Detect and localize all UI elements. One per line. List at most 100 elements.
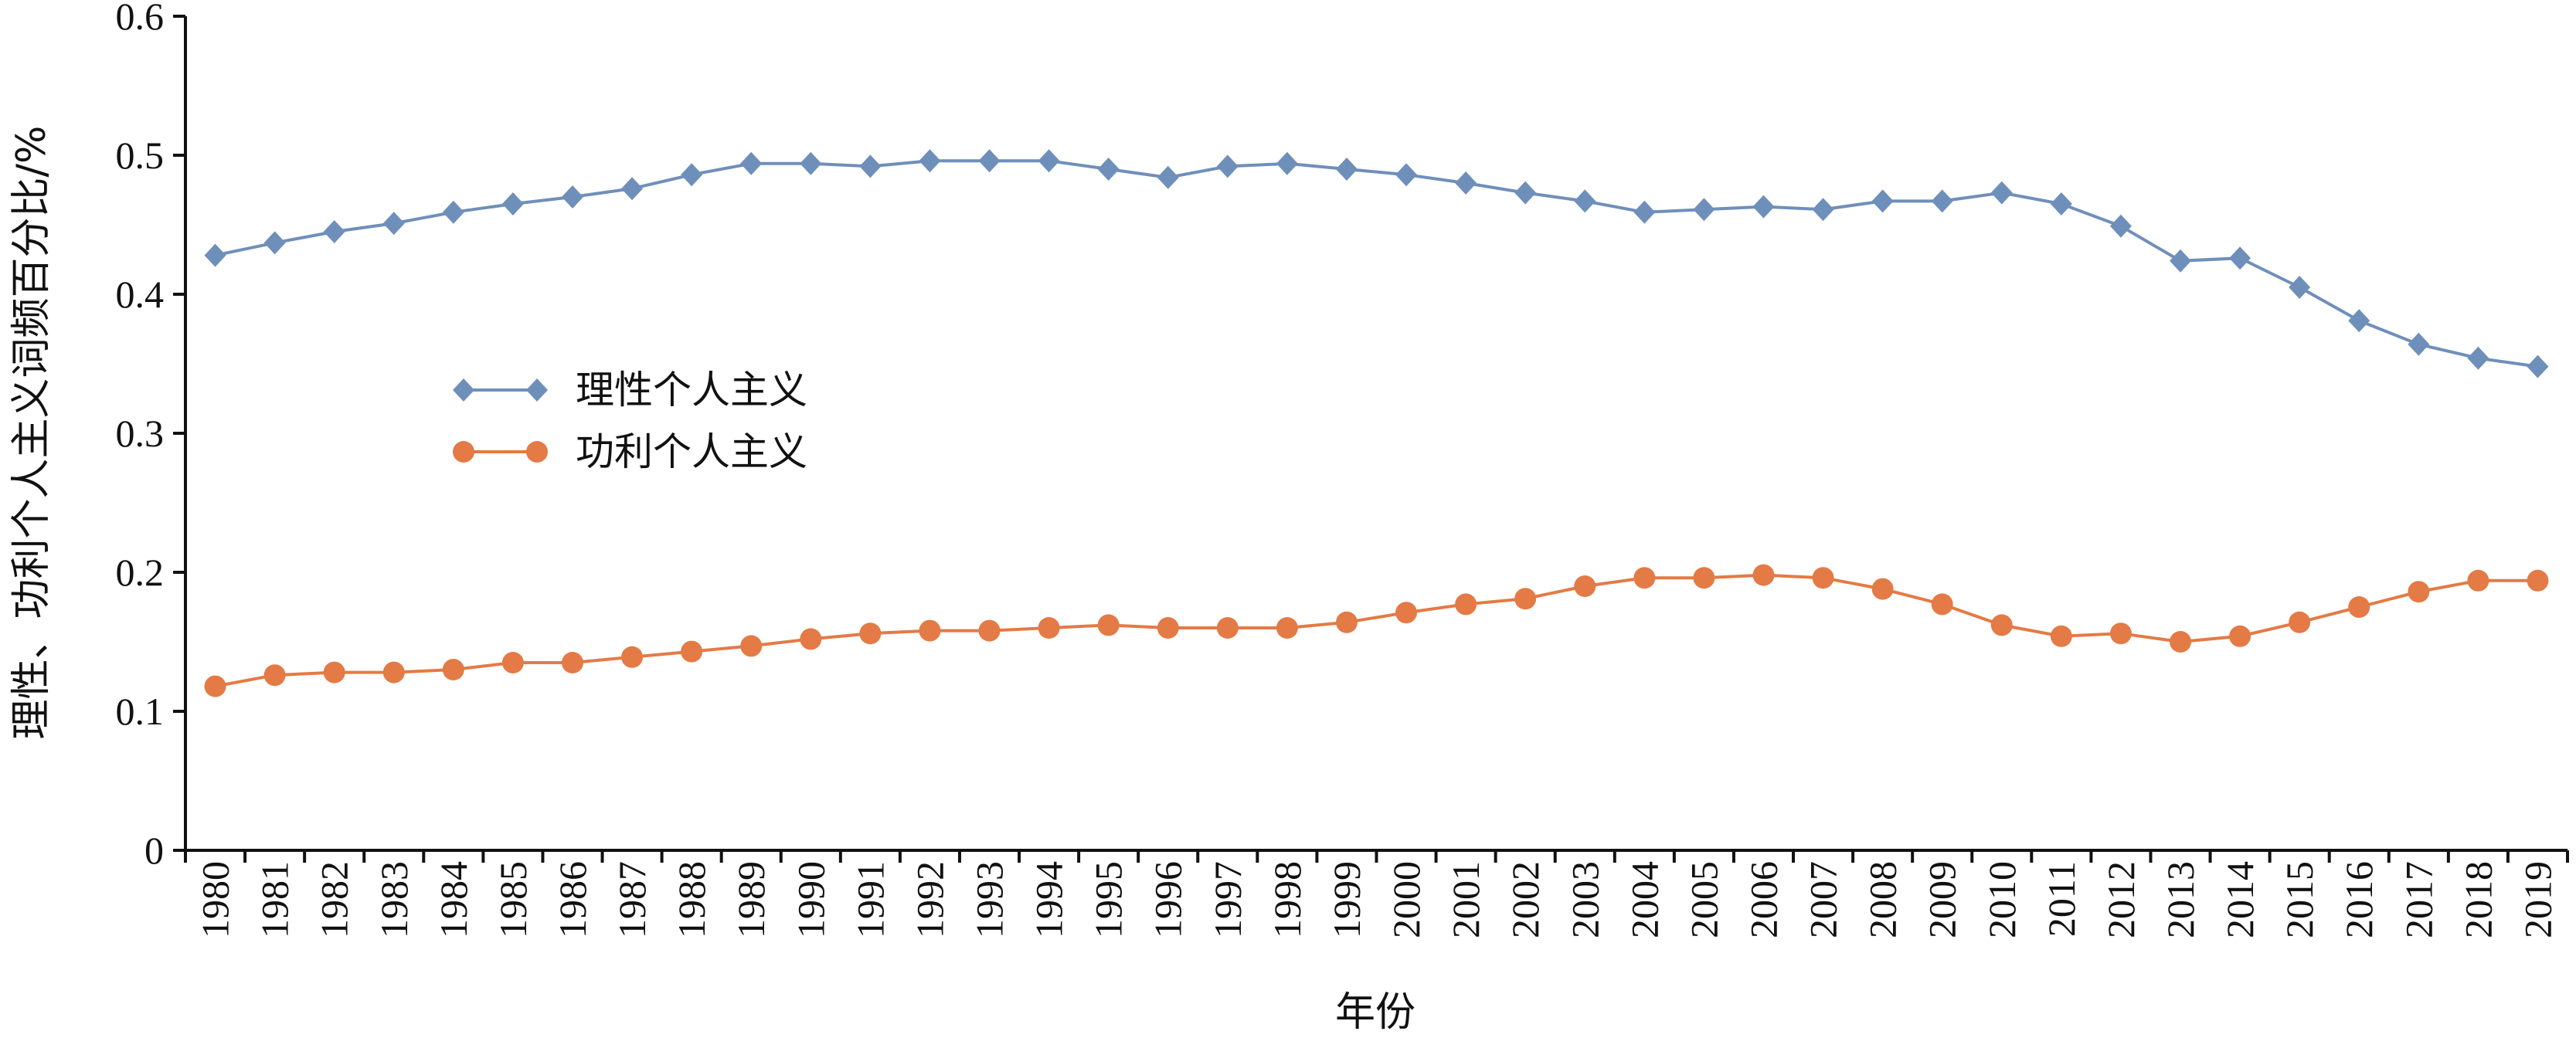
x-tick-label: 1989 <box>729 861 773 938</box>
data-point-diamond <box>1216 154 1239 178</box>
data-point-diamond <box>859 154 882 178</box>
x-tick-label: 2004 <box>1623 861 1666 938</box>
x-tick-label: 2007 <box>1802 861 1845 938</box>
data-point-diamond <box>2289 276 2311 299</box>
series-rational <box>204 149 2549 378</box>
data-point-diamond <box>1931 189 1953 213</box>
data-point-circle <box>501 652 524 673</box>
x-tick-label: 2000 <box>1385 861 1428 938</box>
data-point-diamond <box>501 192 524 215</box>
data-point-circle <box>621 646 644 668</box>
data-point-circle <box>2467 569 2489 592</box>
legend: 理性个人主义 功利个人主义 <box>453 368 807 474</box>
data-point-circle <box>2348 596 2370 618</box>
data-point-circle <box>1574 575 1596 597</box>
data-point-circle <box>1812 567 1834 589</box>
data-point-circle <box>1514 588 1537 610</box>
legend-circle-icon <box>526 441 548 463</box>
y-tick-label: 0 <box>144 829 164 872</box>
data-point-circle <box>1335 611 1358 633</box>
x-tick-label: 1998 <box>1266 861 1309 938</box>
data-point-circle <box>2170 631 2192 653</box>
data-point-diamond <box>2229 246 2251 270</box>
data-point-diamond <box>323 220 345 243</box>
x-tick-label: 2008 <box>1861 861 1905 938</box>
legend-circle-icon <box>453 441 474 463</box>
x-tick-label: 1997 <box>1206 861 1249 938</box>
x-tick-label: 1996 <box>1147 861 1190 938</box>
x-tick-label: 1983 <box>372 861 416 938</box>
data-point-diamond <box>2050 192 2072 215</box>
data-point-circle <box>919 619 941 642</box>
data-point-circle <box>1395 602 1418 624</box>
data-point-diamond <box>1574 189 1596 213</box>
x-tick-label: 1982 <box>313 861 356 938</box>
data-point-circle <box>1157 617 1179 639</box>
data-point-diamond <box>919 149 941 173</box>
data-point-circle <box>1633 567 1656 589</box>
x-tick-label: 2014 <box>2218 861 2262 938</box>
x-tick-label: 2017 <box>2397 861 2440 938</box>
data-point-diamond <box>1693 198 1715 222</box>
data-point-diamond <box>382 212 405 236</box>
legend-item-rational: 理性个人主义 <box>453 368 807 412</box>
data-point-circle <box>263 664 286 687</box>
data-point-circle <box>978 619 1001 642</box>
data-point-circle <box>561 652 583 673</box>
data-point-diamond <box>1455 171 1477 195</box>
x-tick-label: 2009 <box>1921 861 1964 938</box>
x-tick-label: 2003 <box>1563 861 1606 938</box>
x-tick-label: 2012 <box>2099 861 2143 938</box>
data-point-diamond <box>1276 151 1298 175</box>
x-tick-label: 1984 <box>432 861 475 938</box>
data-point-circle <box>1752 564 1775 586</box>
x-tick-label: 1988 <box>670 861 713 938</box>
data-point-circle <box>800 628 822 650</box>
data-point-diamond <box>1157 165 1179 189</box>
data-point-diamond <box>800 151 822 175</box>
x-tick-label: 1995 <box>1087 861 1130 938</box>
data-point-diamond <box>2467 346 2489 370</box>
series-line <box>215 573 2538 688</box>
data-point-diamond <box>1395 163 1418 187</box>
x-axis-title: 年份 <box>1335 989 1415 1036</box>
data-point-diamond <box>1633 200 1656 224</box>
data-point-diamond <box>1038 149 1060 173</box>
x-tick-label: 2002 <box>1504 861 1547 938</box>
data-point-diamond <box>263 231 286 255</box>
data-point-diamond <box>2109 214 2132 238</box>
y-axis-title: 理性、功利个人主义词频百分比/% <box>8 126 55 740</box>
y-tick-label: 0.4 <box>116 273 165 316</box>
x-tick-label: 1987 <box>610 861 654 938</box>
y-tick-label: 0.2 <box>116 551 165 594</box>
data-point-circle <box>1693 567 1715 589</box>
x-tick-label: 1981 <box>253 861 297 938</box>
data-point-diamond <box>442 200 464 224</box>
x-tick-label: 2015 <box>2278 861 2321 938</box>
data-point-circle <box>2109 622 2132 645</box>
series-utilitarian <box>204 564 2549 697</box>
data-point-diamond <box>2348 309 2370 333</box>
series-line <box>215 159 2538 368</box>
legend-label-rational: 理性个人主义 <box>576 368 807 412</box>
data-point-diamond <box>561 185 583 209</box>
data-point-circle <box>323 661 345 684</box>
x-tick-label: 1985 <box>491 861 535 938</box>
x-tick-label: 1993 <box>968 861 1011 938</box>
data-point-circle <box>681 640 703 663</box>
data-point-circle <box>1455 593 1477 616</box>
data-point-circle <box>1097 614 1120 636</box>
x-tick-label: 2016 <box>2337 861 2381 938</box>
data-point-circle <box>740 635 763 657</box>
x-tick-label: 2001 <box>1444 861 1487 938</box>
y-tick-label: 0.3 <box>116 412 165 455</box>
data-point-circle <box>442 659 464 680</box>
data-point-diamond <box>2527 354 2549 378</box>
data-point-diamond <box>2408 332 2430 356</box>
data-point-circle <box>1871 578 1894 600</box>
x-tick-label: 1994 <box>1028 861 1071 938</box>
x-tick-label: 2006 <box>1742 861 1785 938</box>
data-point-circle <box>2289 611 2311 633</box>
data-point-circle <box>2229 625 2251 647</box>
